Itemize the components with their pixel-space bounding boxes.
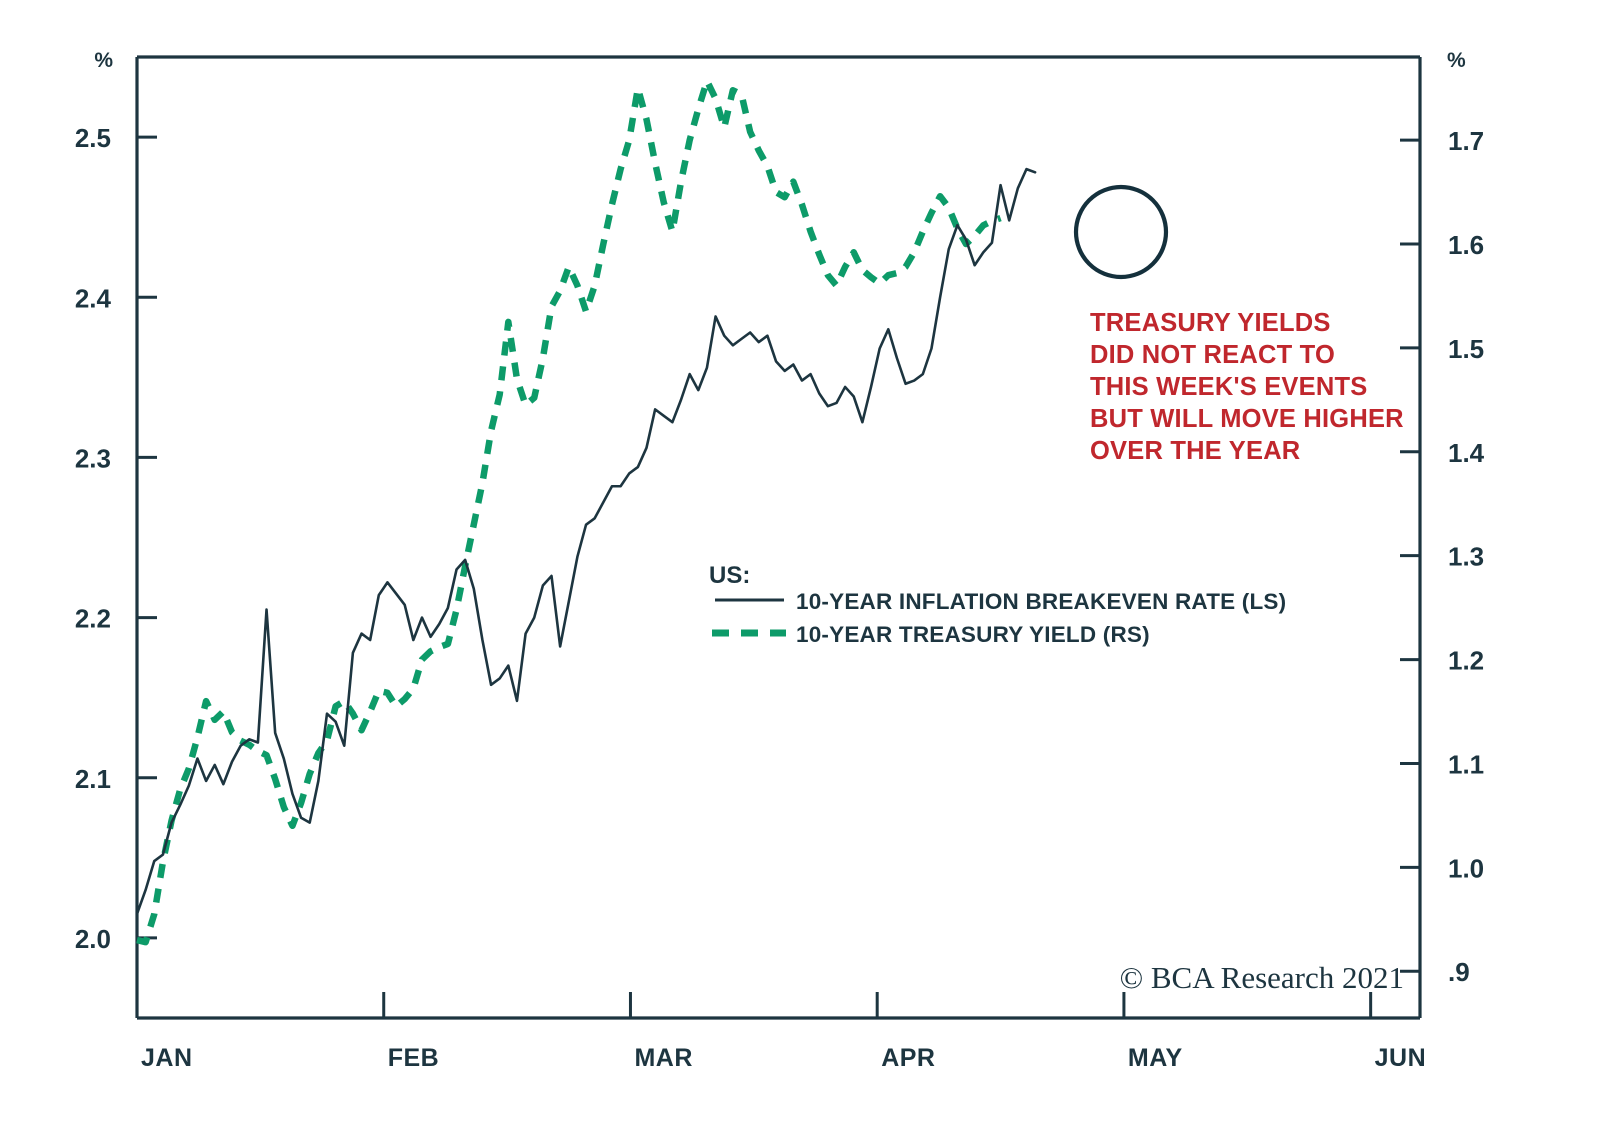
right-tick-label: 1.1 [1448, 749, 1484, 779]
legend-heading: US: [709, 562, 750, 589]
annotation-line-5: OVER THE YEAR [1090, 437, 1300, 465]
x-tick-label: MAR [634, 1044, 692, 1072]
right-axis-ticks: 1.7 1.6 1.5 1.4 1.3 1.2 1.1 1.0 .9 [1400, 126, 1485, 987]
right-axis-unit: % [1447, 49, 1466, 72]
series-treasury-yield [136, 77, 1002, 946]
right-tick-label: 1.5 [1448, 334, 1484, 364]
copyright-credit: © BCA Research 2021 [1120, 960, 1404, 995]
x-axis-ticks: JAN FEB MAR APR MAY JUN [141, 992, 1426, 1072]
left-tick-label: 2.2 [75, 604, 111, 634]
annotation-line-4: BUT WILL MOVE HIGHER [1090, 405, 1404, 433]
x-tick-label: FEB [388, 1044, 440, 1072]
highlight-circle-annotation [1073, 184, 1169, 280]
plot-frame [135, 55, 1422, 1020]
legend-label-inflation-breakeven: 10-YEAR INFLATION BREAKEVEN RATE (LS) [796, 589, 1286, 614]
legend: US: 10-YEAR INFLATION BREAKEVEN RATE (LS… [709, 562, 1286, 647]
legend-label-treasury-yield: 10-YEAR TREASURY YIELD (RS) [796, 622, 1150, 647]
axis-frame [135, 55, 1422, 1020]
left-tick-label: 2.5 [75, 123, 111, 153]
left-tick-label: 2.0 [75, 924, 111, 954]
x-tick-label: JUN [1375, 1044, 1427, 1072]
right-tick-label: 1.3 [1448, 542, 1484, 572]
x-tick-label: APR [881, 1044, 935, 1072]
left-axis-unit: % [94, 49, 113, 72]
right-tick-label: 1.6 [1448, 230, 1484, 260]
x-tick-label: MAY [1128, 1044, 1183, 1072]
left-tick-label: 2.1 [75, 764, 111, 794]
red-annotation: TREASURY YIELDS DID NOT REACT TO THIS WE… [1090, 309, 1404, 465]
right-tick-label: .9 [1448, 957, 1470, 987]
annotation-line-2: DID NOT REACT TO [1090, 341, 1335, 369]
left-tick-label: 2.3 [75, 443, 111, 473]
left-tick-label: 2.4 [75, 283, 112, 313]
series-inflation-breakeven [135, 167, 1037, 916]
right-tick-label: 1.0 [1448, 853, 1484, 883]
x-tick-label: JAN [141, 1044, 193, 1072]
annotation-line-1: TREASURY YIELDS [1090, 309, 1331, 337]
annotation-line-3: THIS WEEK'S EVENTS [1090, 373, 1367, 401]
right-tick-label: 1.4 [1448, 438, 1485, 468]
right-tick-label: 1.7 [1448, 126, 1484, 156]
left-axis-ticks: 2.5 2.4 2.3 2.2 2.1 2.0 [75, 123, 157, 954]
right-tick-label: 1.2 [1448, 646, 1484, 676]
